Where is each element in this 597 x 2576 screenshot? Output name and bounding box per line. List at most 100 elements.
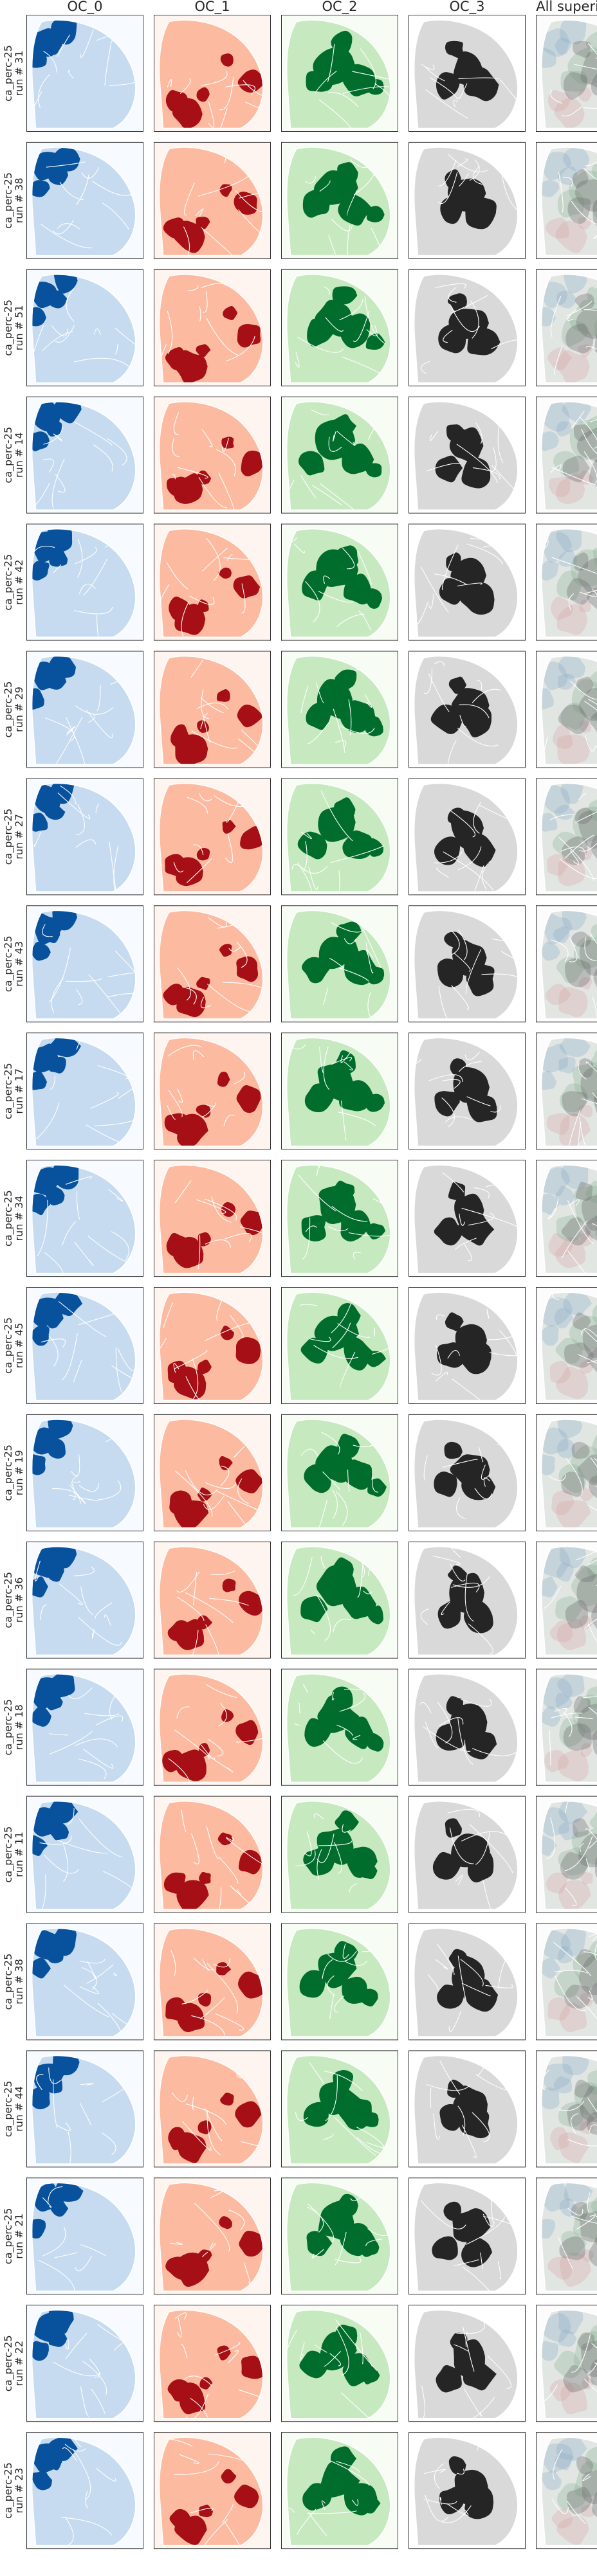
parcel-boundary <box>210 1570 235 1575</box>
component-region <box>32 2341 49 2361</box>
parcel-boundary <box>66 726 76 736</box>
parcel-boundary <box>90 2388 106 2414</box>
brain-outline <box>31 2436 136 2546</box>
superimposed-region <box>569 419 597 460</box>
map-panel <box>281 2432 398 2550</box>
superimposed-region <box>568 170 597 205</box>
brain-outline <box>286 1928 391 2037</box>
brain-outline <box>31 528 136 638</box>
row-label-line1: ca_perc-25 <box>2 2081 15 2138</box>
component-region <box>337 1434 360 1458</box>
row-label-line2: run # 11 <box>13 1832 25 1877</box>
component-region <box>459 582 495 615</box>
component-region <box>54 2183 84 2202</box>
brain-outline <box>31 910 136 1020</box>
map-panel <box>409 141 526 259</box>
parcel-boundary <box>544 1586 562 1609</box>
parcel-boundary <box>57 34 70 57</box>
brain-outline <box>540 19 597 129</box>
component-region <box>176 1880 209 1910</box>
parcel-boundary <box>450 930 460 955</box>
superimposed-region <box>562 2055 589 2076</box>
superimposed-region <box>571 679 597 719</box>
component-region <box>362 2111 379 2127</box>
brain-outline <box>158 1546 264 1656</box>
component-region <box>163 217 187 239</box>
superimposed-region <box>558 1847 590 1876</box>
parcel-boundary <box>372 1198 390 1225</box>
parcel-boundary <box>206 1826 220 1859</box>
parcel-boundary <box>57 1839 108 1854</box>
panel-frame <box>281 778 398 896</box>
parcel-boundary <box>434 2463 444 2489</box>
component-region <box>163 984 190 1005</box>
parcel-boundary <box>173 2461 219 2475</box>
parcel-boundary <box>432 1555 461 1565</box>
panel-frame <box>536 396 597 514</box>
parcel-boundary <box>226 336 255 362</box>
brain-outline <box>158 1164 264 1274</box>
component-region <box>169 1490 192 1515</box>
parcel-boundary <box>477 680 482 690</box>
component-region <box>197 599 209 613</box>
parcel-boundary <box>200 697 224 714</box>
parcel-boundary <box>352 71 389 80</box>
parcel-boundary <box>189 595 215 606</box>
component-region <box>446 1696 464 1715</box>
parcel-boundary <box>95 803 100 814</box>
panel-frame <box>154 269 271 386</box>
component-region <box>233 575 261 599</box>
component-region <box>300 1337 328 1364</box>
component-region <box>333 2069 354 2095</box>
panel-frame <box>26 1414 143 1531</box>
component-region <box>445 41 464 59</box>
parcel-boundary <box>228 2210 245 2231</box>
parcel-boundary <box>366 2141 390 2151</box>
parcel-boundary <box>591 2343 597 2356</box>
parcel-boundary <box>207 1754 234 1772</box>
parcel-boundary <box>319 180 331 192</box>
parcel-boundary <box>587 1547 597 1565</box>
parcel-boundary <box>491 447 497 473</box>
map-panel <box>536 1032 597 1150</box>
superimposed-region <box>541 1297 573 1327</box>
parcel-boundary <box>541 537 549 550</box>
component-region <box>166 1232 191 1257</box>
parcel-boundary <box>213 1958 230 1968</box>
map-panel <box>409 905 526 1023</box>
parcel-boundary <box>300 685 309 714</box>
superimposed-region <box>574 2079 594 2098</box>
parcel-boundary <box>174 1729 210 1760</box>
parcel-boundary <box>560 846 586 858</box>
parcel-boundary <box>175 1470 213 1517</box>
brain-region-base <box>541 1673 597 1783</box>
component-region <box>50 1547 77 1569</box>
superimposed-region <box>562 147 590 172</box>
brain-outline <box>413 656 519 765</box>
component-region <box>439 2487 465 2515</box>
map-panel <box>154 1414 271 1531</box>
superimposed-region <box>555 1596 583 1623</box>
panel-frame <box>409 1032 526 1150</box>
parcel-boundary <box>565 1801 574 1814</box>
parcel-boundary <box>583 1329 597 1367</box>
panel-frame <box>281 1287 398 1404</box>
parcel-boundary <box>428 1074 463 1083</box>
parcel-boundary <box>456 1497 466 1520</box>
parcel-boundary <box>71 1475 80 1483</box>
parcel-boundary <box>300 474 317 499</box>
brain-outline <box>286 1673 391 1783</box>
brain-outline <box>540 1037 597 1147</box>
component-region <box>445 1818 462 1838</box>
parcel-boundary <box>458 930 468 960</box>
component-region <box>302 2483 333 2511</box>
superimposed-region <box>545 217 569 239</box>
superimposed-region <box>577 470 594 485</box>
parcel-boundary <box>49 1731 93 1755</box>
panel-frame <box>536 1541 597 1659</box>
parcel-boundary <box>190 1358 199 1401</box>
parcel-boundary <box>205 1624 222 1655</box>
superimposed-region <box>553 2076 573 2094</box>
parcel-boundary <box>78 1758 107 1779</box>
